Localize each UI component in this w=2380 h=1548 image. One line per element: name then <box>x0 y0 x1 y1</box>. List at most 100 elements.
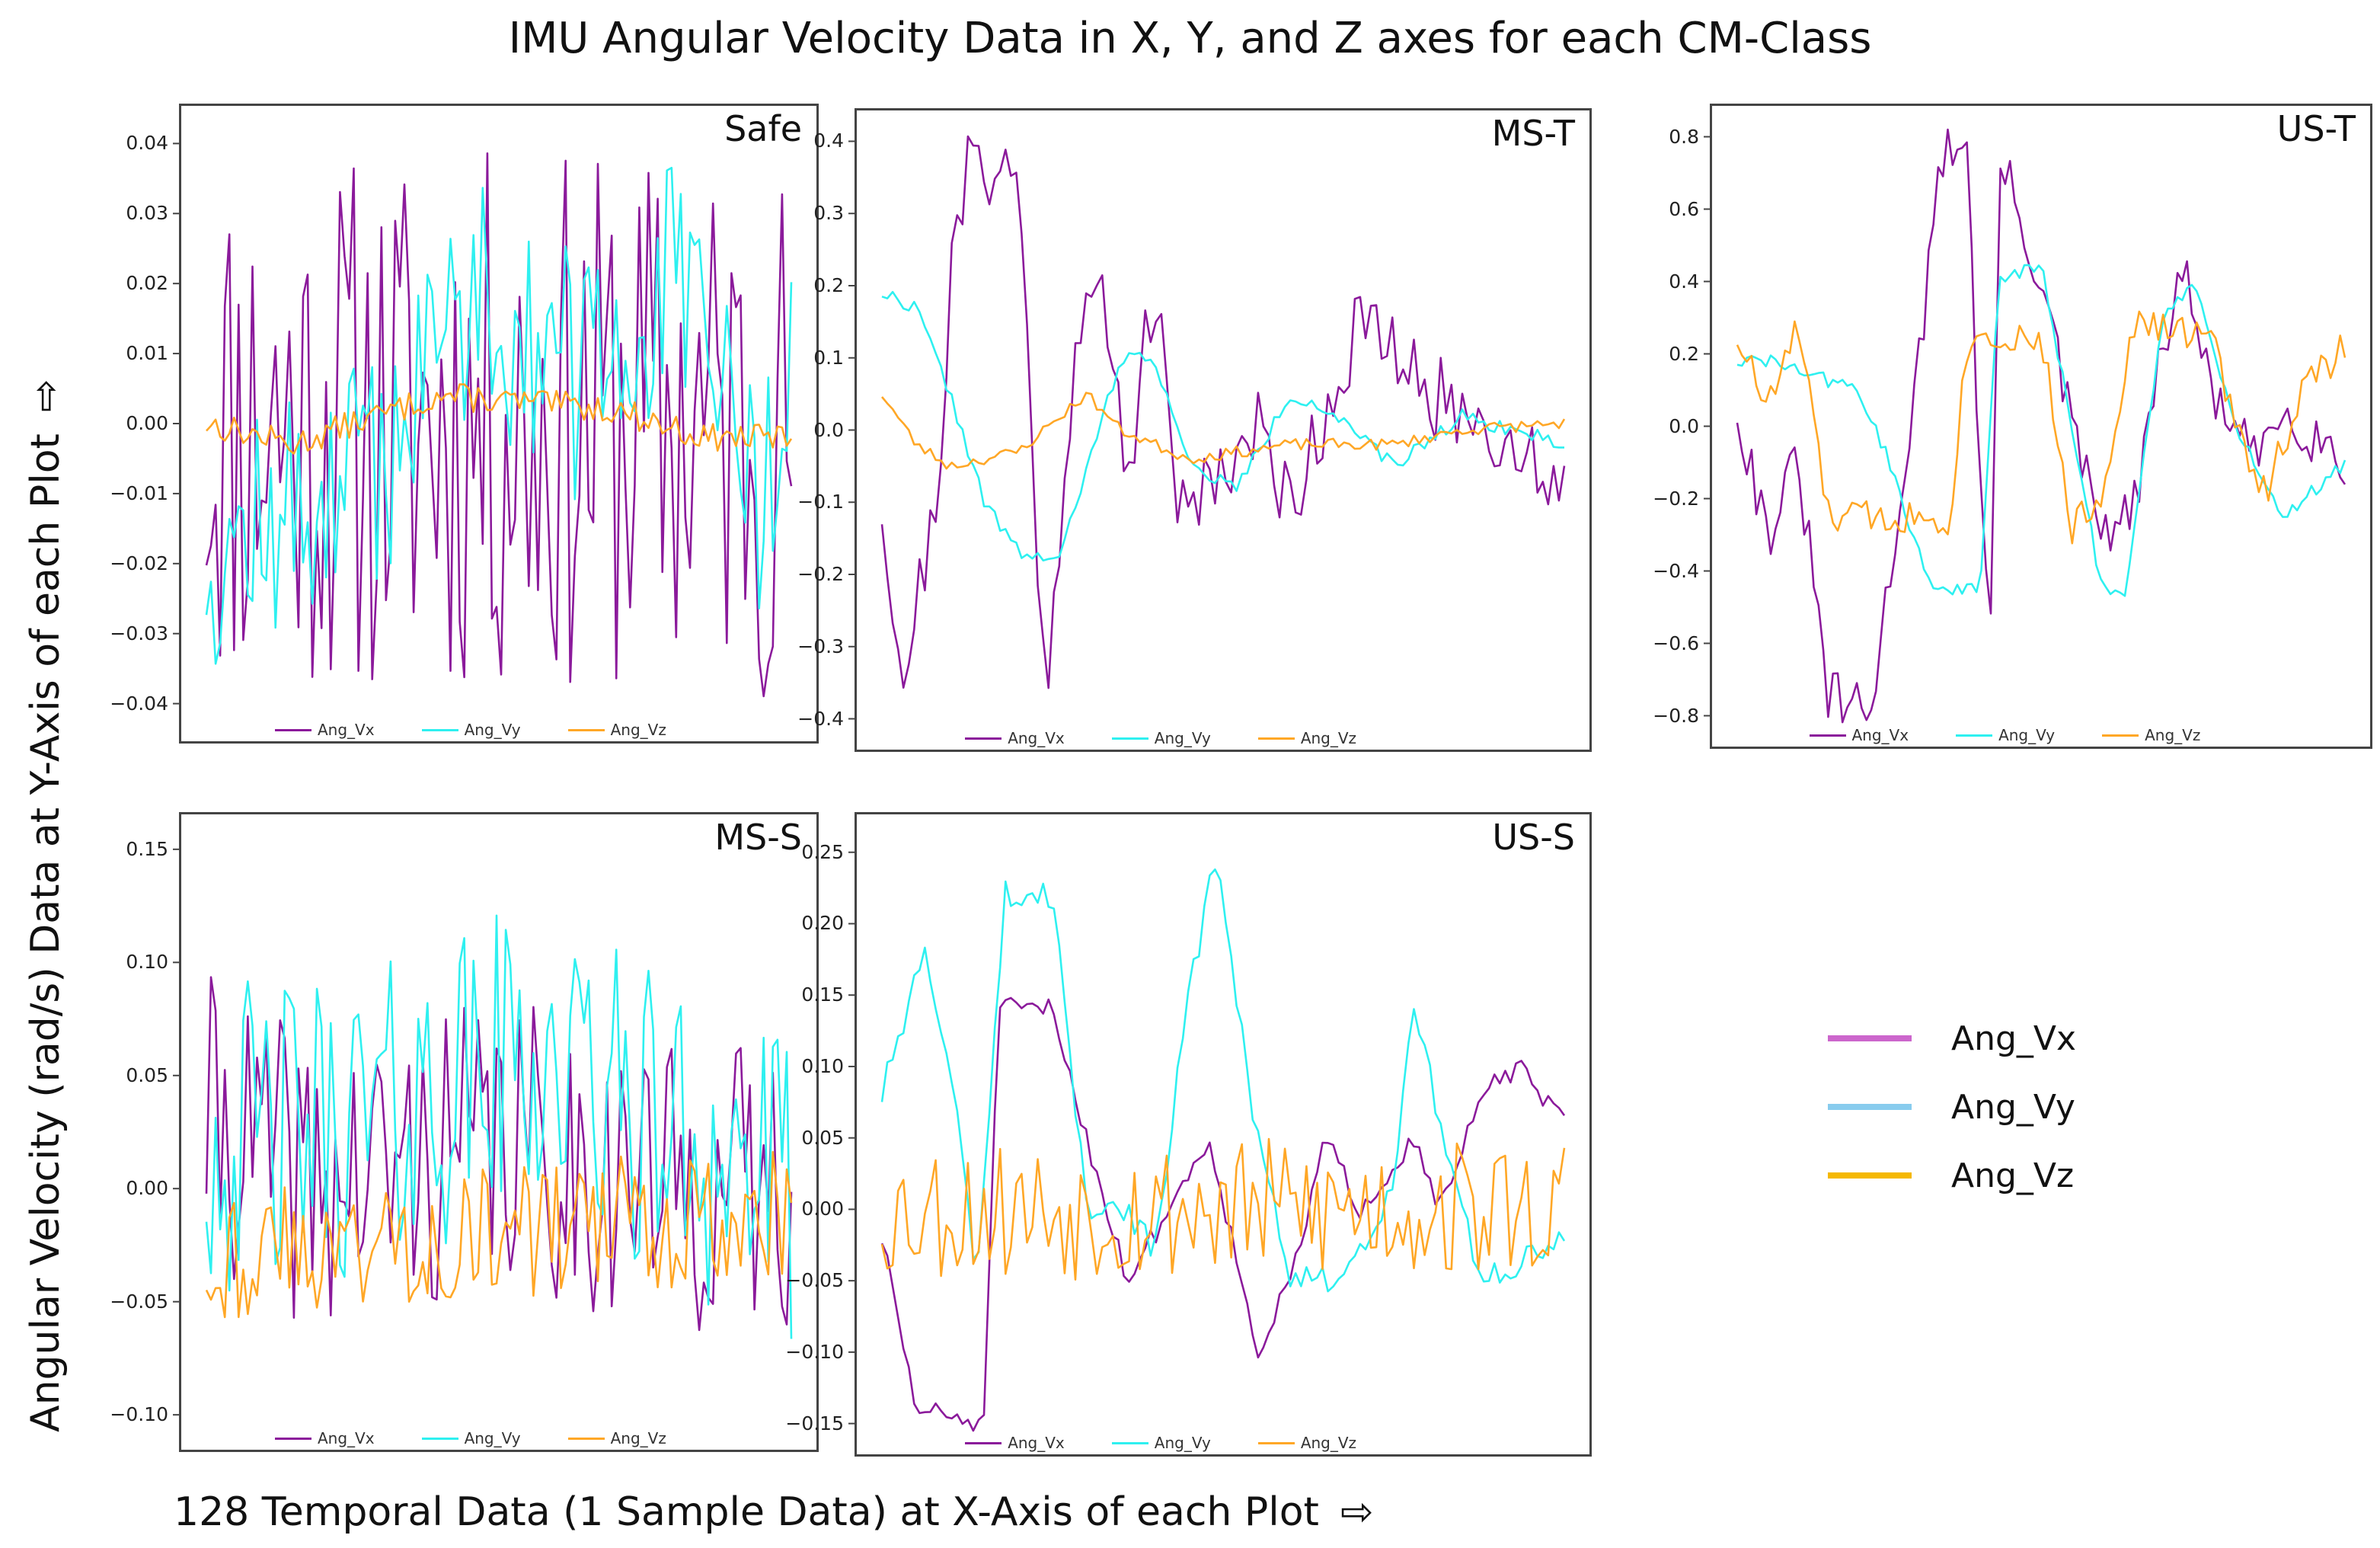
y-tick-label: −0.2 <box>797 563 844 585</box>
y-tick-label: 0.25 <box>801 840 844 863</box>
legend-label-ang-vz: Ang_Vz <box>1951 1156 2075 1195</box>
y-tick-label: 0.10 <box>126 951 168 974</box>
plot-frame <box>179 104 819 744</box>
subplot-legend-swatch <box>1257 1441 1295 1444</box>
subplot-title: Safe <box>724 108 802 149</box>
y-tick-label: −0.03 <box>110 622 168 644</box>
subplot-legend-item: Ang_Vy <box>421 1429 521 1447</box>
subplot-legend-item: Ang_Vx <box>275 721 375 739</box>
subplot-ms-s: −0.10 −0.05 0.00 0.05 0.10 0.15 MS-S Ang_Vx Ang_… <box>110 812 819 1452</box>
y-tick-label: 0.01 <box>126 342 168 365</box>
y-tick-label: 0.15 <box>126 837 168 860</box>
y-tick-label: 0.8 <box>1669 125 1699 148</box>
subplot-us-t: −0.8 −0.6 −0.4 −0.2 0.0 0.2 0.4 0.6 0.8 US-T Ang_V… <box>1653 104 2372 749</box>
subplot-legend-label: Ang_Vy <box>464 1429 521 1447</box>
y-tick-label: −0.4 <box>797 707 844 730</box>
subplot-legend-item: Ang_Vy <box>421 721 521 739</box>
y-tick-label: −0.15 <box>785 1412 844 1434</box>
figure-y-axis-label: Angular Velocity (rad/s) Data at Y-Axis … <box>23 366 69 1432</box>
legend-swatch-ang-vz <box>1828 1172 1912 1179</box>
subplot-legend-label: Ang_Vy <box>464 721 521 739</box>
subplot-legend-swatch <box>1809 734 1846 737</box>
subplot-legend-item: Ang_Vz <box>567 1429 666 1447</box>
y-tick-label: −0.2 <box>1653 487 1699 510</box>
subplot-canvas <box>848 108 1592 752</box>
subplot-legend: Ang_Vx Ang_Vy Ang_Vz <box>275 721 714 739</box>
y-tick-label: 0.05 <box>801 1126 844 1149</box>
y-axis-label-text: Angular Velocity (rad/s) Data at Y-Axis … <box>23 433 69 1432</box>
y-tick-label: −0.1 <box>797 491 844 513</box>
series-line-ang-vz <box>880 1137 1566 1281</box>
subplot-legend-swatch <box>1111 737 1148 740</box>
subplot-legend-label: Ang_Vz <box>610 721 666 739</box>
plot-frame <box>855 108 1592 752</box>
subplot-legend-label: Ang_Vz <box>1300 1434 1357 1452</box>
subplot-legend-swatch <box>1111 1441 1148 1444</box>
series-line-ang-vz <box>880 392 1566 470</box>
subplot-legend-label: Ang_Vz <box>2145 726 2201 744</box>
y-tick-label: 0.03 <box>126 202 168 225</box>
subplot-canvas <box>173 812 819 1452</box>
plot-frame <box>855 812 1592 1457</box>
subplot-legend-label: Ang_Vx <box>318 1429 375 1447</box>
legend-label-ang-vy: Ang_Vy <box>1951 1087 2075 1127</box>
y-tick-label: −0.3 <box>797 635 844 657</box>
y-tick-label: −0.01 <box>110 481 168 504</box>
subplot-legend-item: Ang_Vy <box>1111 729 1211 747</box>
subplot-legend-item: Ang_Vz <box>567 721 666 739</box>
subplot-legend-swatch <box>275 1437 311 1440</box>
legend-swatch-ang-vy <box>1828 1104 1912 1110</box>
subplot-legend-swatch <box>965 737 1002 740</box>
subplot-legend: Ang_Vx Ang_Vy Ang_Vz <box>965 1434 1404 1452</box>
y-tick-label: 0.04 <box>126 132 168 155</box>
series-line-ang-vy <box>1736 264 2346 597</box>
figure-x-axis-label: 128 Temporal Data (1 Sample Data) at X-A… <box>174 1489 1374 1535</box>
figure-title: IMU Angular Velocity Data in X, Y, and Z… <box>508 14 1872 63</box>
subplot-legend-swatch <box>1956 734 1993 737</box>
y-tick-label: −0.05 <box>110 1290 168 1313</box>
subplot-legend: Ang_Vx Ang_Vy Ang_Vz <box>1809 726 2248 744</box>
subplot-legend-swatch <box>275 728 311 731</box>
subplot-legend-label: Ang_Vx <box>1008 729 1065 747</box>
y-tick-label: 0.2 <box>813 273 844 296</box>
figure-legend: Ang_Vx Ang_Vy Ang_Vz <box>1828 1004 2076 1210</box>
subplot-legend: Ang_Vx Ang_Vy Ang_Vz <box>275 1429 714 1447</box>
y-tick-label: −0.10 <box>785 1340 844 1363</box>
y-tick-label: 0.20 <box>801 912 844 935</box>
series-line-ang-vx <box>205 152 793 698</box>
subplot-title: US-T <box>2276 108 2356 149</box>
subplot-legend-item: Ang_Vz <box>1257 729 1357 747</box>
y-tick-label: 0.05 <box>126 1063 168 1086</box>
subplot-canvas <box>1704 104 2372 749</box>
y-tick-label: 0.10 <box>801 1054 844 1077</box>
subplot-legend-label: Ang_Vx <box>1008 1434 1065 1452</box>
subplot-legend-swatch <box>965 1441 1002 1444</box>
subplot-legend-item: Ang_Vx <box>965 1434 1065 1452</box>
y-tick-label: 0.0 <box>813 418 844 441</box>
y-tick-label: 0.02 <box>126 272 168 295</box>
subplot-legend-label: Ang_Vz <box>610 1429 666 1447</box>
subplot-legend-label: Ang_Vz <box>1300 729 1357 747</box>
subplot-legend-label: Ang_Vy <box>1154 1434 1211 1452</box>
series-line-ang-vy <box>881 290 1564 562</box>
y-tick-label: −0.04 <box>110 692 168 715</box>
subplot-us-s: −0.15 −0.10 −0.05 0.00 0.05 0.10 0.15 0.20 0.25 U… <box>785 812 1592 1457</box>
subplot-legend-item: Ang_Vx <box>965 729 1065 747</box>
subplot-legend-swatch <box>567 1437 605 1440</box>
y-tick-label: 0.00 <box>126 412 168 434</box>
subplot-canvas <box>848 812 1592 1457</box>
subplot-legend-label: Ang_Vy <box>1154 729 1211 747</box>
y-tick-label: 0.0 <box>1669 414 1699 437</box>
y-tick-label: 0.1 <box>813 346 844 369</box>
y-tick-label: 0.15 <box>801 983 844 1006</box>
plot-frame <box>179 812 819 1452</box>
series-line-ang-vy <box>880 868 1566 1293</box>
subplot-legend-item: Ang_Vz <box>1257 1434 1357 1452</box>
right-arrow-icon: ⇨ <box>1340 1489 1374 1535</box>
up-arrow-icon: ⇨ <box>23 379 69 413</box>
legend-swatch-ang-vx <box>1828 1035 1912 1041</box>
y-tick-label: 0.4 <box>813 130 844 152</box>
y-tick-label: 0.3 <box>813 202 844 225</box>
y-tick-label: −0.02 <box>110 552 168 574</box>
subplot-title: MS-T <box>1491 113 1575 154</box>
